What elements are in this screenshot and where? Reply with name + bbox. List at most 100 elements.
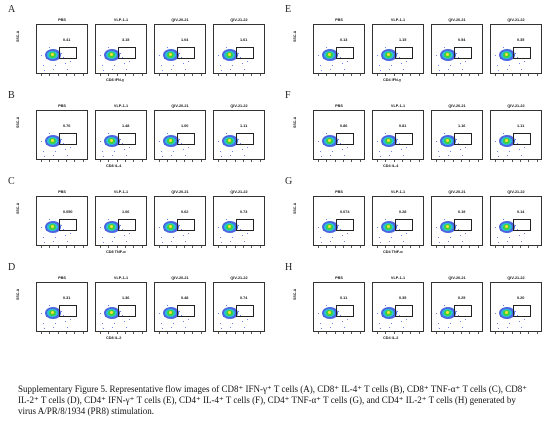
event-dot (122, 315, 123, 316)
x-axis-ticks (491, 332, 541, 334)
event-dot (181, 229, 182, 230)
x-axis-ticks (373, 160, 423, 162)
event-dot (167, 305, 168, 306)
x-axis-label: CD8 IL-2 (106, 336, 122, 340)
event-dot (114, 237, 115, 238)
event-dot (102, 237, 103, 238)
tick-mark (351, 332, 352, 334)
tick-mark (326, 332, 327, 334)
gate-box (395, 133, 413, 145)
panel-letter: G (285, 176, 293, 187)
tick-mark (469, 74, 470, 76)
group-label: VLP-1-1 (390, 190, 406, 194)
panel-letter: F (285, 90, 291, 101)
y-axis-label: SSC-A (293, 116, 297, 128)
event-dot (503, 133, 504, 134)
event-dot (497, 323, 498, 324)
tick-mark (242, 246, 244, 248)
x-axis-label: CD8 IFN-γ (106, 78, 125, 82)
panel-letter: E (285, 4, 292, 15)
tick-mark (460, 160, 462, 162)
group-label: PBS (58, 18, 66, 22)
density-blob (169, 311, 172, 314)
event-dot (385, 305, 386, 306)
tick-mark (183, 246, 185, 248)
event-dot (183, 63, 184, 64)
gate-percentage: 1.16 (458, 124, 466, 128)
event-dot (129, 233, 130, 234)
x-axis-ticks (214, 332, 264, 334)
event-dot (380, 156, 381, 157)
tick-mark (49, 160, 50, 162)
event-dot (171, 327, 172, 328)
event-dot (465, 233, 466, 234)
event-dot (129, 61, 130, 62)
group-label: QIV-20-21 (448, 18, 466, 22)
tick-mark (116, 332, 118, 334)
event-dot (238, 225, 239, 226)
tick-mark (259, 74, 261, 76)
density-blob (446, 311, 449, 314)
event-dot (321, 156, 322, 157)
event-dot (498, 242, 499, 243)
tick-mark (226, 246, 227, 248)
gate-box (454, 133, 472, 145)
tick-mark (401, 246, 403, 248)
x-axis-ticks (314, 74, 364, 76)
tick-mark (334, 332, 336, 334)
event-dot (100, 227, 101, 228)
tick-mark (234, 332, 236, 334)
event-dot (161, 237, 162, 238)
event-dot (103, 242, 104, 243)
tick-mark (251, 332, 252, 334)
tick-mark (334, 160, 336, 162)
event-dot (218, 141, 219, 142)
event-dot (406, 61, 407, 62)
event-dot (521, 241, 522, 242)
event-dot (397, 225, 398, 226)
event-dot (220, 151, 221, 152)
gate-percentage: 1.06 (122, 210, 130, 214)
event-dot (320, 237, 321, 238)
event-dot (448, 69, 449, 70)
event-dot (129, 147, 130, 148)
group-label: QIV-20-21 (448, 190, 466, 194)
x-axis-label: CD8 IL-4 (106, 164, 122, 168)
event-dot (391, 151, 392, 152)
tick-mark (494, 74, 496, 76)
tick-mark (74, 74, 75, 76)
event-dot (401, 63, 402, 64)
event-dot (507, 327, 508, 328)
tick-mark (124, 332, 126, 334)
event-dot (460, 63, 461, 64)
tick-mark (57, 246, 59, 248)
event-dot (173, 323, 174, 324)
tick-mark (376, 74, 378, 76)
event-dot (379, 323, 380, 324)
event-dot (458, 315, 459, 316)
x-axis-ticks (155, 160, 205, 162)
event-dot (41, 227, 42, 228)
tick-mark (259, 160, 261, 162)
tick-mark (342, 246, 344, 248)
event-dot (515, 311, 516, 312)
panel-letter: A (8, 4, 16, 15)
flow-plot: 0.76 (36, 110, 88, 162)
event-dot (120, 53, 121, 54)
tick-mark (234, 74, 236, 76)
event-dot (122, 143, 123, 144)
event-dot (44, 156, 45, 157)
event-dot (218, 313, 219, 314)
event-dot (503, 47, 504, 48)
event-dot (456, 139, 457, 140)
event-dot (448, 327, 449, 328)
event-dot (458, 229, 459, 230)
event-dot (462, 155, 463, 156)
group-label: QIV-20-21 (171, 18, 189, 22)
event-dot (377, 227, 378, 228)
event-dot (67, 155, 68, 156)
event-dot (188, 61, 189, 62)
event-dot (43, 323, 44, 324)
event-dot (242, 235, 243, 236)
event-dot (450, 65, 451, 66)
